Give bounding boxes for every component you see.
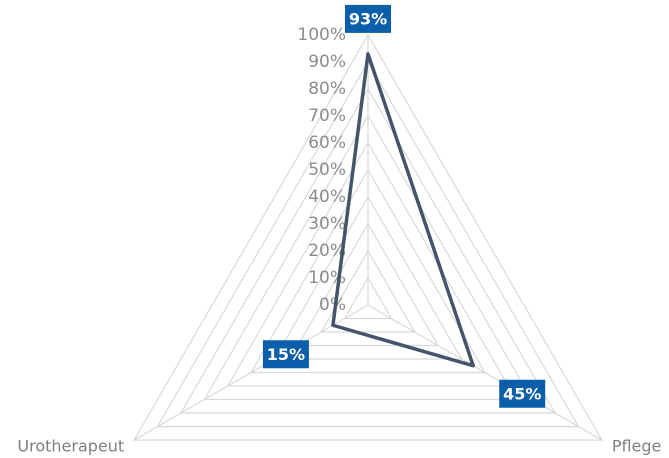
r-tick-label: 0% [319, 295, 346, 315]
r-tick-label: 30% [308, 214, 346, 234]
axis-spoke [133, 304, 369, 441]
category-label: Urotherapeut [17, 437, 124, 456]
grid-ring [273, 195, 463, 360]
r-tick-label: 100% [297, 25, 346, 45]
r-tick-label: 50% [308, 160, 346, 180]
series-line [331, 52, 475, 368]
grid-ring [320, 249, 416, 333]
data-label-box [345, 4, 391, 33]
grid-ring [133, 33, 603, 441]
r-tick-label: 60% [308, 133, 346, 153]
data-label-box [262, 340, 309, 369]
data-label: 93% [345, 4, 391, 33]
data-label-text: 93% [349, 9, 387, 28]
axis-spoke [367, 304, 603, 441]
data-label: 15% [262, 340, 309, 369]
r-tick-label: 80% [308, 79, 346, 99]
grid-ring [179, 87, 557, 414]
grid-ring [343, 276, 393, 320]
grid-ring [250, 168, 486, 374]
r-tick-label: 10% [308, 268, 346, 288]
grid-ring [203, 114, 533, 401]
data-label-text: 15% [267, 345, 305, 364]
data-label-text: 45% [503, 384, 541, 403]
grid-ring [296, 222, 440, 347]
grid-ring [156, 60, 580, 428]
r-tick-label: 20% [308, 241, 346, 261]
data-label-box [499, 379, 546, 408]
category-label: Pflege [612, 437, 662, 456]
r-tick-label: 70% [308, 106, 346, 126]
r-tick-label: 40% [308, 187, 346, 207]
r-tick-label: 90% [308, 52, 346, 72]
data-label: 45% [499, 379, 546, 408]
